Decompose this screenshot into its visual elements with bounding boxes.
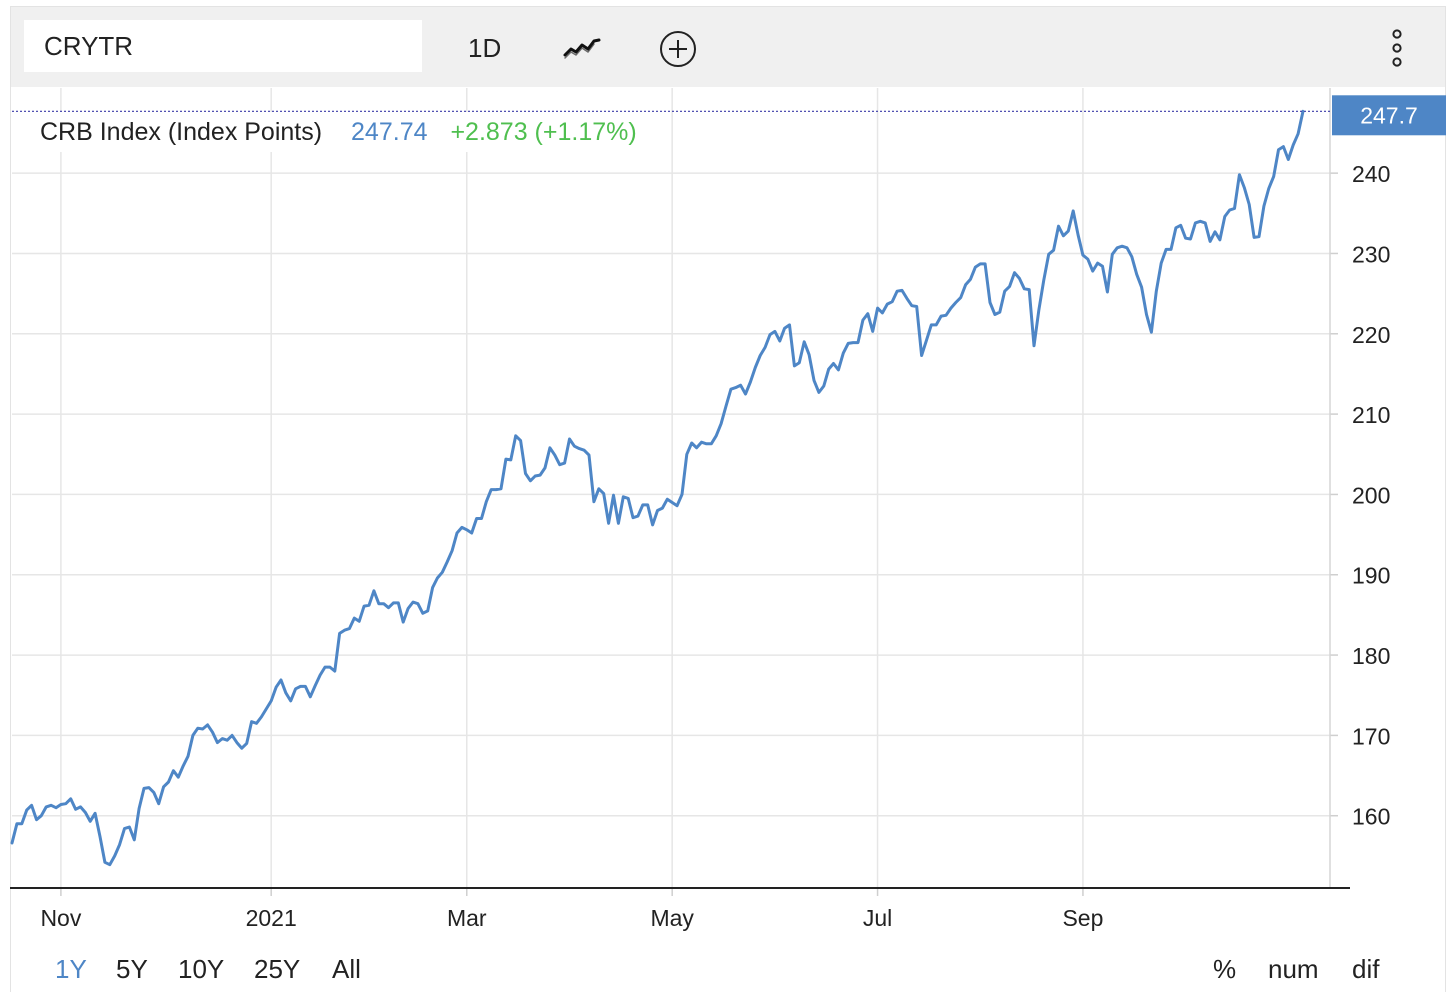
y-tick-label: 230 (1352, 241, 1390, 267)
x-tick-label: 2021 (246, 905, 297, 931)
x-tick-label: Nov (40, 905, 81, 931)
x-tick-label: May (650, 905, 694, 931)
range-25y-button[interactable]: 25Y (254, 954, 301, 984)
percent-mode-button[interactable]: % (1213, 954, 1237, 984)
range-5y-button[interactable]: 5Y (116, 954, 148, 984)
range-10y-button[interactable]: 10Y (178, 954, 225, 984)
y-tick-label: 160 (1352, 804, 1390, 830)
series-legend: CRB Index (Index Points) 247.74 +2.873 (… (40, 112, 643, 152)
range-all-button[interactable]: All (332, 954, 361, 984)
y-tick-label: 210 (1352, 402, 1390, 428)
x-axis-ticks: Nov 2021 Mar May Jul Sep (10, 887, 1350, 931)
x-tick-label: Mar (447, 905, 487, 931)
interval-button[interactable]: 1D (468, 33, 502, 63)
add-comparison-button[interactable] (658, 29, 698, 69)
chart-frame (10, 6, 1446, 992)
difference-mode-button[interactable]: dif (1352, 954, 1380, 984)
y-tick-label: 190 (1352, 563, 1390, 589)
more-options-button[interactable] (1384, 28, 1410, 68)
legend-series-name: CRB Index (Index Points) (40, 118, 323, 146)
plus-circle-icon (660, 31, 696, 67)
bottom-controls: 1Y 5Y 10Y 25Y All % num dif (0, 948, 1454, 992)
last-price-tag: 247.7 (1332, 95, 1446, 136)
y-tick-label: 240 (1352, 161, 1390, 187)
line-chart-icon[interactable] (562, 30, 602, 70)
chart-grid (12, 88, 1330, 888)
y-tick-label: 180 (1352, 643, 1390, 669)
vertical-ellipsis-icon (1392, 29, 1402, 67)
range-1y-button[interactable]: 1Y (55, 954, 87, 984)
x-tick-label: Jul (863, 905, 892, 931)
price-chart[interactable]: 160 170 180 190 200 210 220 230 240 Nov 2021 Mar Ma… (0, 0, 1454, 940)
y-tick-label: 200 (1352, 482, 1390, 508)
series-line-crb-index (10, 109, 1305, 867)
number-mode-button[interactable]: num (1268, 954, 1319, 984)
y-tick-label: 170 (1352, 723, 1390, 749)
last-price-tag-background (1332, 95, 1446, 136)
line-chart-glyph (563, 38, 601, 59)
y-axis-ticks: 160 170 180 190 200 210 220 230 240 (1329, 88, 1390, 888)
legend-change: +2.873 (+1.17%) (450, 118, 637, 146)
y-tick-label: 220 (1352, 322, 1390, 348)
x-tick-label: Sep (1062, 905, 1103, 931)
legend-last-value: 247.74 (351, 118, 428, 146)
symbol-input[interactable] (24, 20, 422, 72)
last-price-value: 247.7 (1360, 102, 1418, 128)
